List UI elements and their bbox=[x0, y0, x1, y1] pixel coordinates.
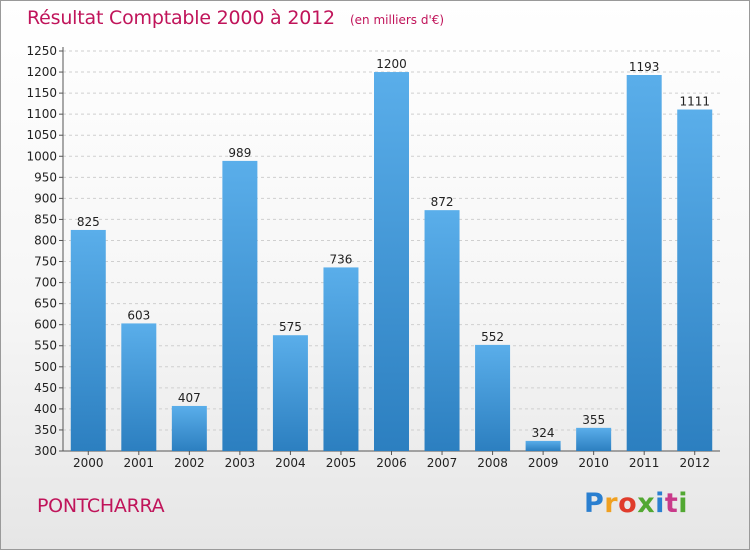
y-tick-label: 500 bbox=[34, 360, 57, 374]
commune-name: PONTCHARRA bbox=[37, 495, 165, 517]
logo-letter: i bbox=[655, 488, 665, 519]
data-label-2002: 407 bbox=[178, 391, 201, 405]
y-tick-label: 800 bbox=[34, 233, 57, 247]
y-tick-label: 750 bbox=[34, 255, 57, 269]
y-tick-label: 850 bbox=[34, 212, 57, 226]
x-tick-label: 2000 bbox=[73, 456, 104, 470]
x-tick-label: 2007 bbox=[427, 456, 458, 470]
bar-2012 bbox=[677, 109, 713, 452]
y-tick-label: 1150 bbox=[26, 86, 57, 100]
y-tick-label: 700 bbox=[34, 276, 57, 290]
bar-2008 bbox=[475, 344, 511, 451]
bar-2010 bbox=[576, 427, 612, 451]
logo-letter: r bbox=[604, 488, 619, 519]
x-tick-label: 2011 bbox=[629, 456, 660, 470]
bar-2002 bbox=[171, 405, 207, 451]
y-tick-label: 400 bbox=[34, 402, 57, 416]
bars bbox=[70, 72, 713, 452]
labels: 2000 825 2001 603 2002 407 2003 989 2004 575 2005 7… bbox=[73, 57, 710, 470]
data-label-2006: 1200 bbox=[376, 57, 407, 71]
bar-2011 bbox=[626, 75, 662, 451]
data-label-2001: 603 bbox=[127, 308, 150, 322]
chart-title: Résultat Comptable 2000 à 2012 bbox=[27, 7, 335, 29]
y-tick-label: 1100 bbox=[26, 107, 57, 121]
x-tick-label: 2010 bbox=[578, 456, 609, 470]
y-tick-label: 900 bbox=[34, 191, 57, 205]
bar-2000 bbox=[70, 229, 106, 451]
x-tick-label: 2001 bbox=[124, 456, 155, 470]
bar-2009 bbox=[525, 440, 561, 451]
logo-letter: o bbox=[618, 488, 638, 519]
x-tick-label: 2009 bbox=[528, 456, 559, 470]
logo-letter: x bbox=[637, 488, 656, 519]
y-tick-label: 1250 bbox=[26, 44, 57, 58]
data-label-2005: 736 bbox=[330, 252, 353, 266]
data-label-2009: 324 bbox=[532, 426, 555, 440]
y-tick-label: 1000 bbox=[26, 149, 57, 163]
x-tick-label: 2003 bbox=[225, 456, 256, 470]
bar-2003 bbox=[222, 160, 258, 452]
y-tick-label: 350 bbox=[34, 423, 57, 437]
data-label-2008: 552 bbox=[481, 330, 504, 344]
data-label-2012: 1111 bbox=[679, 95, 710, 109]
grid-lines bbox=[63, 50, 720, 431]
proxiti-logo: Proxiti bbox=[584, 488, 688, 519]
y-tick-label: 1050 bbox=[26, 128, 57, 142]
logo-letter: P bbox=[584, 488, 605, 519]
bar-2001 bbox=[121, 323, 157, 451]
data-label-2003: 989 bbox=[228, 146, 251, 160]
x-tick-label: 2012 bbox=[679, 456, 710, 470]
bar-2005 bbox=[323, 267, 359, 451]
y-tick-label: 1200 bbox=[26, 65, 57, 79]
y-tick-label: 600 bbox=[34, 318, 57, 332]
bar-2006 bbox=[374, 72, 409, 451]
bar-2004 bbox=[272, 335, 308, 451]
data-label-2004: 575 bbox=[279, 320, 302, 334]
y-tick-label: 950 bbox=[34, 170, 57, 184]
x-tick-label: 2008 bbox=[477, 456, 508, 470]
y-tick-label: 650 bbox=[34, 297, 57, 311]
y-tick-label: 550 bbox=[34, 339, 57, 353]
x-tick-label: 2002 bbox=[174, 456, 205, 470]
chart-subtitle: (en milliers d'€) bbox=[349, 13, 445, 27]
data-label-2011: 1193 bbox=[629, 60, 660, 74]
bar-2007 bbox=[424, 210, 460, 451]
x-tick-label: 2004 bbox=[275, 456, 306, 470]
y-tick-label: 300 bbox=[34, 444, 57, 458]
x-tick-label: 2005 bbox=[326, 456, 357, 470]
x-tick-label: 2006 bbox=[376, 456, 407, 470]
axes: 300 350 400 450 500 550 600 650 700 750 800 850 900 9… bbox=[26, 44, 720, 458]
chart-title-block: Résultat Comptable 2000 à 2012 (en milli… bbox=[27, 7, 444, 29]
data-label-2010: 355 bbox=[582, 413, 605, 427]
logo-letter: t bbox=[664, 488, 679, 519]
data-label-2000: 825 bbox=[77, 215, 100, 229]
y-tick-label: 450 bbox=[34, 381, 57, 395]
logo-letter: i bbox=[678, 488, 689, 519]
data-label-2007: 872 bbox=[431, 195, 454, 209]
